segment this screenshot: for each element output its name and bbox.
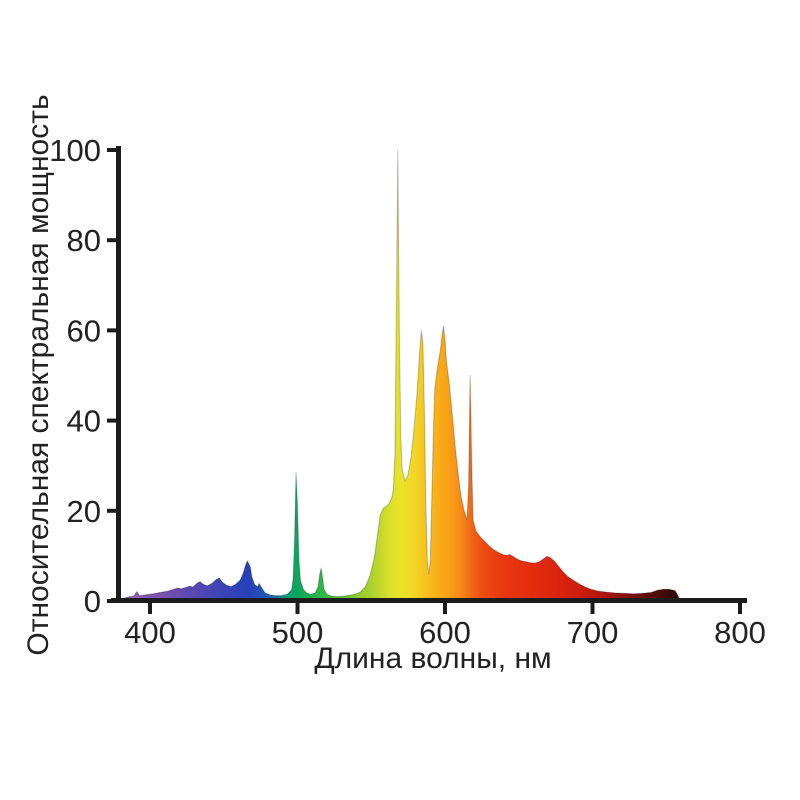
y-tick-label: 60 [67, 313, 101, 348]
y-axis-title: Относительная спектральная мощность [22, 94, 55, 655]
y-tick-label: 20 [67, 494, 101, 529]
x-tick-mark [148, 603, 152, 614]
y-tick-mark [107, 418, 116, 423]
x-axis-line [111, 598, 747, 603]
y-tick-mark [107, 238, 116, 243]
x-tick-mark [738, 603, 742, 614]
spectrum-area [116, 149, 681, 602]
x-tick-label: 500 [272, 615, 324, 650]
x-tick-label: 700 [567, 615, 619, 650]
x-tick-label: 400 [124, 615, 176, 650]
x-tick-label: 600 [419, 615, 471, 650]
y-axis-line [116, 146, 121, 603]
y-axis-ticks: 0 20 40 60 80 100 [49, 133, 116, 619]
y-tick-label: 40 [67, 404, 101, 439]
y-tick-mark [107, 148, 116, 152]
y-tick-mark [107, 508, 116, 513]
y-tick-label: 0 [84, 584, 101, 619]
x-tick-mark [443, 603, 447, 614]
y-tick-mark [107, 328, 116, 333]
x-tick-mark [590, 603, 595, 614]
x-axis-ticks: 400 500 600 700 800 [124, 603, 766, 650]
x-axis-title: Длина волны, нм [314, 642, 551, 675]
x-tick-label: 800 [714, 615, 766, 650]
y-tick-label: 80 [67, 223, 101, 258]
y-tick-mark [107, 599, 116, 603]
x-tick-mark [295, 603, 300, 614]
y-tick-label: 100 [49, 133, 101, 168]
